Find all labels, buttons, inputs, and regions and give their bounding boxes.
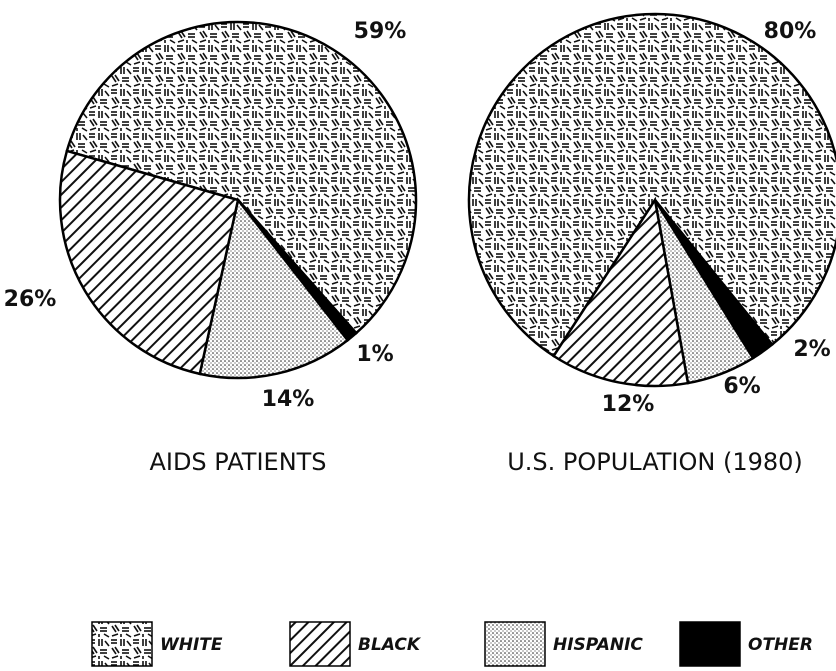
legend-label: OTHER (748, 635, 813, 655)
slice-label: 6% (723, 374, 760, 399)
legend-label: BLACK (358, 635, 422, 655)
chart-title: AIDS PATIENTS (149, 448, 326, 476)
slice-label: 1% (356, 342, 393, 367)
slice-label: 12% (602, 392, 655, 417)
slice-label: 14% (262, 387, 315, 412)
legend-swatch (679, 621, 741, 667)
chart-title: U.S. POPULATION (1980) (507, 448, 803, 476)
slice-label: 2% (793, 337, 830, 362)
pie-slice (551, 196, 690, 388)
pie-slice (65, 20, 418, 335)
legend-swatch (91, 621, 153, 667)
legend-label: HISPANIC (553, 635, 643, 655)
legend-label: WHITE (160, 635, 223, 655)
legend-swatch (484, 621, 546, 667)
pie-slice (198, 197, 350, 380)
slice-label: 80% (764, 19, 817, 44)
pie-slice (58, 149, 240, 376)
pie-slice (467, 12, 836, 358)
legend-swatch (289, 621, 351, 667)
slice-label: 26% (4, 287, 57, 312)
slice-label: 59% (354, 19, 407, 44)
